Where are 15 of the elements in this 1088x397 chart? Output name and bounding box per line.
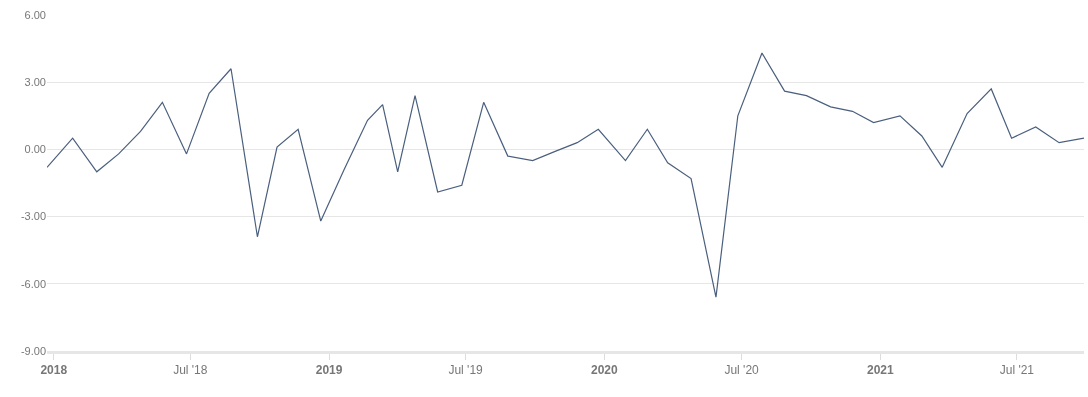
x-tick-label: Jul '20 <box>724 363 760 378</box>
x-tick-label: 2021 <box>867 363 895 378</box>
x-tick-label: 2019 <box>315 363 343 378</box>
x-tick-label: 2020 <box>590 363 619 378</box>
y-tick-label: 3.00 <box>24 76 46 89</box>
y-tick-label: -6.00 <box>20 277 46 290</box>
x-tick-label: 2018 <box>40 363 68 378</box>
y-tick-label: -3.00 <box>20 210 46 223</box>
x-tick-label: Jul '21 <box>999 363 1035 378</box>
x-tick-label: Jul '19 <box>448 363 484 378</box>
y-tick-label: 0.00 <box>24 143 46 156</box>
y-tick-label: 6.00 <box>24 8 46 21</box>
x-tick-label: Jul '18 <box>173 363 208 378</box>
y-tick-label: -9.00 <box>20 344 46 357</box>
line-series <box>47 52 1084 298</box>
